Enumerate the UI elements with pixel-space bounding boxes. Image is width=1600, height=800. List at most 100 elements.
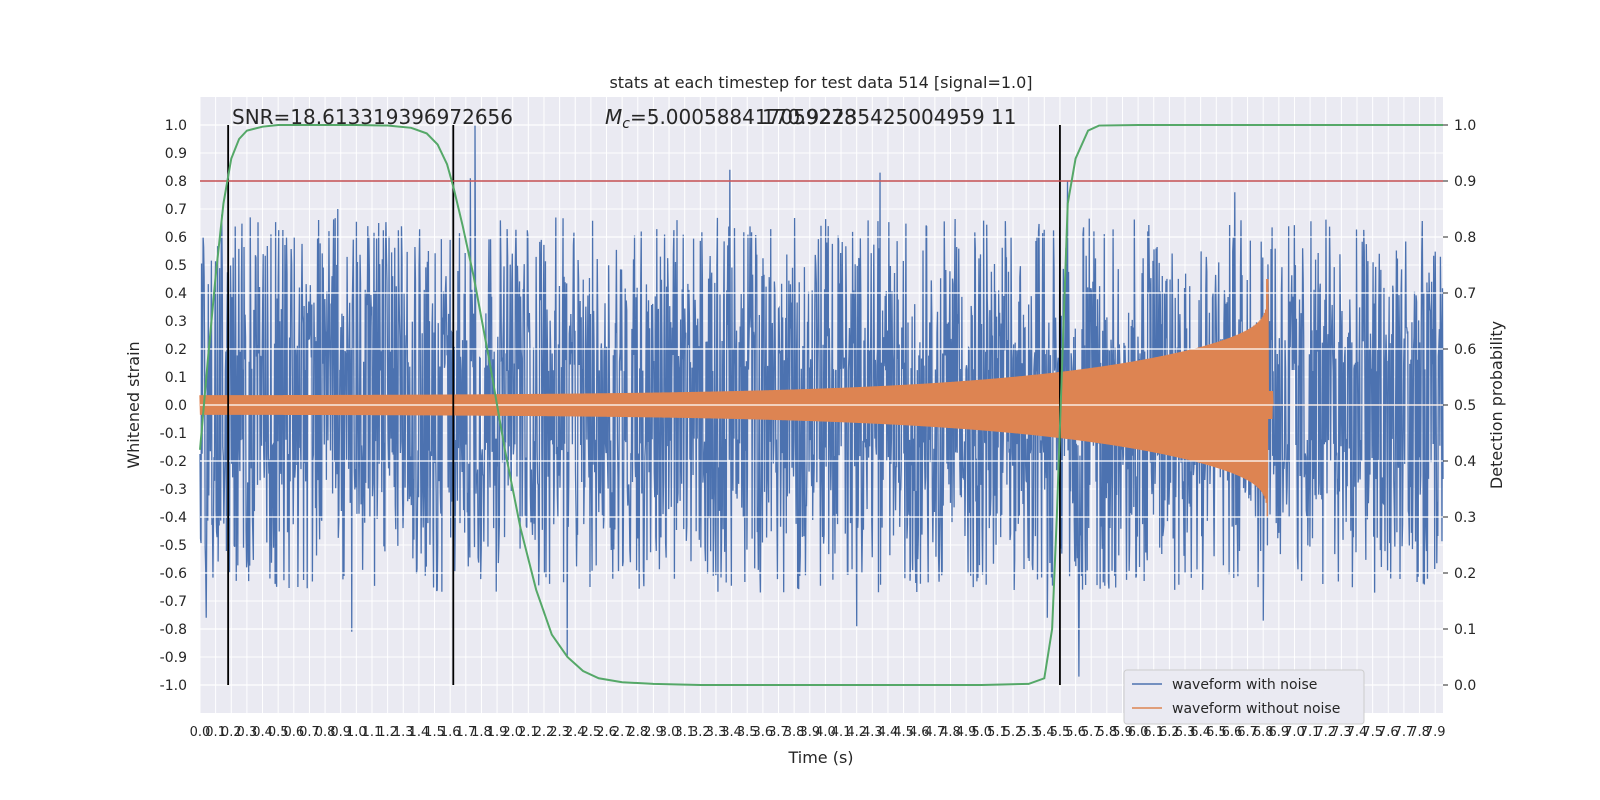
x-tick-label: 7.6 [1378,725,1399,740]
x-tick-label: 7.1 [1300,725,1321,740]
y-tick-label-left: -0.7 [160,594,187,610]
y-tick-label-right: 0.5 [1454,398,1476,414]
x-tick-label: 6.1 [1143,725,1164,740]
x-tick-label: 4.7 [925,725,946,740]
x-tick-label: 5.5 [1050,725,1071,740]
series-waveform-without-noise [199,278,1443,518]
x-tick-label: 6.2 [1159,725,1180,740]
x-tick-label: 6.4 [1190,725,1211,740]
x-tick-label: 0.3 [237,725,258,740]
legend-label-noise: waveform with noise [1172,677,1317,693]
x-tick-label: 1.3 [393,725,414,740]
y-tick-label-left: 0.8 [165,174,187,190]
y-axis-label-right: Detection probability [1487,321,1506,489]
chirp-mass-annotation: Mc=5.000588417059278 [605,105,857,132]
x-tick-label: 2.4 [565,725,586,740]
x-tick-label: 7.3 [1331,725,1352,740]
x-tick-label: 0.0 [190,725,211,740]
y-tick-label-left: -0.1 [160,426,187,442]
x-tick-label: 2.8 [627,725,648,740]
x-tick-label: 5.7 [1081,725,1102,740]
y-tick-label-left: -0.9 [160,650,187,666]
x-tick-label: 4.6 [909,725,930,740]
chart-title: stats at each timestep for test data 514… [609,73,1032,92]
x-tick-label: 0.7 [299,725,320,740]
y-tick-label-left: -0.3 [160,482,187,498]
y-tick-label-left: -0.5 [160,538,187,554]
chirp-mass-symbol: M [605,105,622,129]
y-tick-label-left: -0.4 [160,510,187,526]
x-tick-label: 5.3 [1018,725,1039,740]
x-tick-label: 7.9 [1425,725,1446,740]
y-tick-label-left: -0.6 [160,566,187,582]
y-tick-label-left: 0.2 [165,342,187,358]
x-tick-label: 4.4 [878,725,899,740]
axes-layer: 0.00.10.20.30.40.50.60.70.80.91.01.11.21… [160,118,1477,740]
x-tick-label: 7.7 [1394,725,1415,740]
x-tick-label: 3.3 [706,725,727,740]
y-tick-label-left: 0.5 [165,258,187,274]
chirp-trace [199,278,1443,518]
x-tick-label: 4.5 [893,725,914,740]
y-tick-label-left: -0.2 [160,454,187,470]
x-tick-label: 7.8 [1409,725,1430,740]
y-tick-label-left: 0.3 [165,314,187,330]
y-tick-label-right: 0.1 [1454,622,1476,638]
x-tick-label: 4.8 [940,725,961,740]
x-tick-label: 4.9 [956,725,977,740]
x-tick-label: 3.9 [799,725,820,740]
x-tick-label: 0.5 [268,725,289,740]
y-tick-label-right: 0.9 [1454,174,1476,190]
x-tick-label: 7.4 [1347,725,1368,740]
y-axis-label-left: Whitened strain [124,341,143,468]
x-tick-label: 3.6 [753,725,774,740]
x-tick-label: 1.4 [409,725,430,740]
y-tick-label-right: 0.7 [1454,286,1476,302]
x-tick-label: 2.2 [534,725,555,740]
x-tick-label: 5.6 [1065,725,1086,740]
x-tick-label: 2.5 [581,725,602,740]
x-tick-label: 6.0 [1128,725,1149,740]
legend-box [1123,669,1365,725]
x-tick-label: 5.0 [971,725,992,740]
x-tick-label: 3.2 [690,725,711,740]
x-tick-label: 3.5 [737,725,758,740]
x-tick-label: 4.1 [831,725,852,740]
y-tick-label-left: 1.0 [165,118,187,134]
x-tick-label: 1.7 [455,725,476,740]
x-tick-label: 0.4 [252,725,273,740]
y-tick-label-right: 0.2 [1454,566,1476,582]
overlap-annotation: 170.92235425004959 11 [762,105,1016,129]
legend-label-signal: waveform without noise [1172,701,1340,717]
x-tick-label: 1.6 [440,725,461,740]
x-tick-label: 1.2 [377,725,398,740]
x-tick-label: 3.4 [721,725,742,740]
x-tick-label: 2.3 [549,725,570,740]
x-tick-label: 1.0 [346,725,367,740]
x-tick-label: 6.5 [1206,725,1227,740]
x-tick-label: 5.4 [1034,725,1055,740]
x-tick-label: 6.7 [1237,725,1258,740]
x-tick-label: 0.2 [221,725,242,740]
legend: waveform with noise waveform without noi… [1123,669,1365,725]
y-tick-label-left: 0.6 [165,230,187,246]
x-tick-label: 1.8 [471,725,492,740]
x-tick-label: 0.6 [283,725,304,740]
probability-curve [199,124,1443,686]
y-tick-label-left: -0.8 [160,622,187,638]
x-tick-label: 7.5 [1362,725,1383,740]
y-tick-label-left: 0.9 [165,146,187,162]
x-tick-label: 6.8 [1253,725,1274,740]
x-tick-label: 2.6 [596,725,617,740]
x-tick-label: 5.8 [1096,725,1117,740]
x-tick-label: 0.1 [205,725,226,740]
noise-trace [199,124,1444,677]
x-tick-label: 4.2 [846,725,867,740]
y-tick-label-right: 0.8 [1454,230,1476,246]
chirp-mass-subscript: c [622,116,630,132]
x-tick-label: 6.6 [1222,725,1243,740]
x-tick-label: 1.5 [424,725,445,740]
x-tick-label: 3.7 [768,725,789,740]
x-tick-label: 4.3 [862,725,883,740]
